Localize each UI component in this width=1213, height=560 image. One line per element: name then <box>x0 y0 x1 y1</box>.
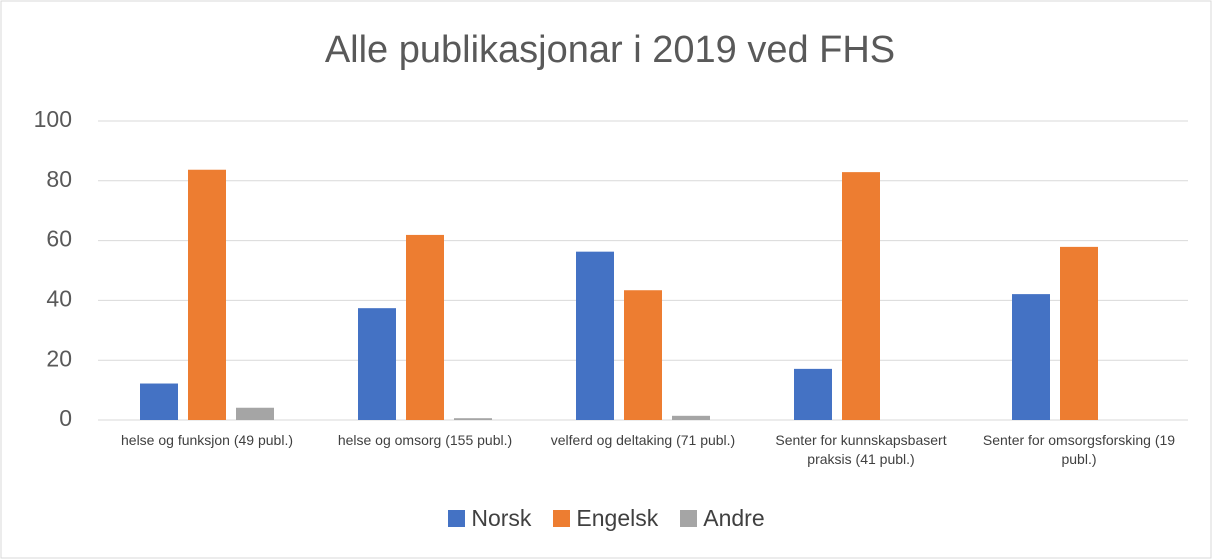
bar <box>406 234 444 420</box>
x-tick-label: Senter for omsorgsforsking (19 publ.) <box>982 432 1176 467</box>
bar <box>236 407 274 420</box>
legend-item: Andre <box>680 505 765 532</box>
y-tick-label: 60 <box>46 226 72 252</box>
legend-label: Norsk <box>471 505 532 531</box>
y-tick-label: 20 <box>46 345 72 371</box>
y-tick-label: 0 <box>59 405 72 431</box>
legend-item: Norsk <box>448 505 531 532</box>
legend-label: Engelsk <box>576 505 659 531</box>
bar <box>794 368 832 420</box>
legend-label: Andre <box>703 505 765 531</box>
x-tick-label: helse og funksjon (49 publ.) <box>121 432 293 448</box>
legend-swatch <box>680 510 698 527</box>
bar <box>358 308 396 420</box>
x-tick-label: velferd og deltaking (71 publ.) <box>550 432 736 448</box>
bar <box>454 418 492 420</box>
bar <box>1060 246 1098 420</box>
x-tick-label: Senter for kunnskapsbasert praksis (41 p… <box>775 432 947 467</box>
bar <box>1012 294 1050 420</box>
bar <box>140 383 178 420</box>
bar <box>672 415 710 420</box>
bar <box>842 172 880 420</box>
y-tick-label: 100 <box>34 106 72 132</box>
legend-item: Engelsk <box>553 505 658 532</box>
chart-title: Alle publikasjonar i 2019 ved FHS <box>325 29 895 71</box>
bar <box>624 290 662 420</box>
legend-swatch <box>448 510 466 527</box>
legend-swatch <box>553 510 571 527</box>
bar <box>576 251 614 420</box>
bar <box>188 169 226 420</box>
legend: Norsk Engelsk Andre <box>0 505 1213 532</box>
x-tick-label: helse og omsorg (155 publ.) <box>337 432 513 448</box>
y-tick-label: 40 <box>46 285 72 311</box>
y-tick-label: 80 <box>46 166 72 192</box>
